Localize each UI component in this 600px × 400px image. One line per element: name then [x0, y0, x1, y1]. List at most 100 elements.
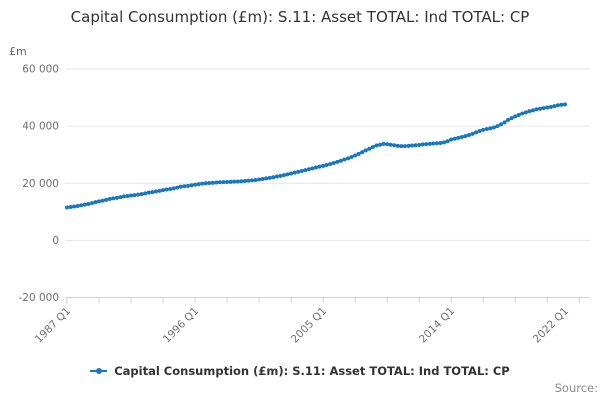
series-point[interactable] — [249, 178, 254, 183]
series-point[interactable] — [203, 181, 208, 186]
legend[interactable]: Capital Consumption (£m): S.11: Asset TO… — [0, 364, 600, 378]
series-point[interactable] — [360, 150, 365, 155]
series-point[interactable] — [253, 177, 258, 182]
series-point[interactable] — [555, 103, 560, 108]
series-point[interactable] — [72, 204, 77, 209]
series-point[interactable] — [413, 143, 418, 148]
series-line[interactable] — [66, 103, 566, 209]
series-point[interactable] — [399, 144, 404, 149]
series-point[interactable] — [445, 139, 450, 144]
series-point[interactable] — [474, 130, 479, 135]
series-point[interactable] — [563, 102, 567, 107]
series-point[interactable] — [93, 200, 98, 205]
series-point[interactable] — [68, 204, 73, 209]
series-point[interactable] — [104, 197, 109, 202]
series-point[interactable] — [225, 179, 230, 184]
series-point[interactable] — [395, 143, 400, 148]
series-point[interactable] — [335, 159, 340, 164]
series-point[interactable] — [513, 114, 518, 119]
series-point[interactable] — [470, 131, 475, 136]
series-point[interactable] — [132, 193, 137, 198]
series-point[interactable] — [267, 175, 272, 180]
series-point[interactable] — [221, 180, 226, 185]
series-point[interactable] — [143, 191, 148, 196]
series-point[interactable] — [491, 125, 496, 130]
series-point[interactable] — [324, 162, 329, 167]
series-point[interactable] — [328, 161, 333, 166]
series-point[interactable] — [520, 111, 525, 116]
series-point[interactable] — [538, 106, 543, 111]
series-point[interactable] — [200, 181, 205, 186]
series-point[interactable] — [257, 177, 262, 182]
series-point[interactable] — [239, 179, 244, 184]
series-point[interactable] — [292, 170, 297, 175]
series-point[interactable] — [559, 102, 564, 107]
series-point[interactable] — [246, 178, 251, 183]
series-point[interactable] — [346, 156, 351, 161]
series-point[interactable] — [449, 137, 454, 142]
series-point[interactable] — [185, 183, 190, 188]
series-point[interactable] — [121, 194, 126, 199]
series-point[interactable] — [466, 132, 471, 137]
series-point[interactable] — [100, 198, 105, 203]
series-point[interactable] — [385, 142, 390, 147]
series-point[interactable] — [146, 190, 151, 195]
series-point[interactable] — [207, 180, 212, 185]
series-point[interactable] — [235, 179, 240, 184]
series-point[interactable] — [388, 142, 393, 147]
series-point[interactable] — [370, 144, 375, 149]
series-point[interactable] — [157, 188, 162, 193]
series-point[interactable] — [523, 110, 528, 115]
series-point[interactable] — [356, 151, 361, 156]
series-point[interactable] — [260, 176, 265, 181]
series-point[interactable] — [402, 144, 407, 149]
series-point[interactable] — [442, 140, 447, 145]
series-point[interactable] — [196, 182, 201, 187]
series-point[interactable] — [527, 109, 532, 114]
series-point[interactable] — [89, 201, 94, 206]
series-point[interactable] — [534, 107, 539, 112]
series-point[interactable] — [228, 179, 233, 184]
series-point[interactable] — [477, 128, 482, 133]
series-point[interactable] — [111, 196, 116, 201]
series-point[interactable] — [303, 168, 308, 173]
series-point[interactable] — [299, 168, 304, 173]
series-point[interactable] — [363, 148, 368, 153]
series-point[interactable] — [378, 142, 383, 147]
series-point[interactable] — [456, 135, 461, 140]
series-point[interactable] — [281, 173, 286, 178]
series-point[interactable] — [431, 141, 436, 146]
series-point[interactable] — [65, 205, 69, 210]
series-point[interactable] — [175, 185, 180, 190]
series-point[interactable] — [210, 180, 215, 185]
series-point[interactable] — [406, 143, 411, 148]
series-point[interactable] — [136, 192, 141, 197]
series-point[interactable] — [178, 184, 183, 189]
series-point[interactable] — [349, 154, 354, 159]
series-point[interactable] — [410, 143, 415, 148]
series-point[interactable] — [438, 140, 443, 145]
series-point[interactable] — [161, 188, 166, 193]
series-point[interactable] — [434, 141, 439, 146]
series-point[interactable] — [314, 165, 318, 170]
series-point[interactable] — [306, 167, 311, 172]
series-point[interactable] — [353, 153, 358, 158]
series-point[interactable] — [125, 193, 130, 198]
series-point[interactable] — [150, 190, 155, 195]
series-point[interactable] — [79, 203, 84, 208]
series-point[interactable] — [75, 203, 80, 208]
series-point[interactable] — [548, 104, 553, 109]
series-point[interactable] — [193, 182, 198, 187]
series-point[interactable] — [278, 173, 283, 178]
series-point[interactable] — [232, 179, 237, 184]
series-point[interactable] — [242, 178, 247, 183]
series-point[interactable] — [114, 195, 119, 200]
series-point[interactable] — [509, 116, 514, 121]
series-point[interactable] — [296, 169, 301, 174]
series-point[interactable] — [153, 189, 158, 194]
series-point[interactable] — [381, 141, 386, 146]
series-point[interactable] — [424, 142, 429, 147]
series-point[interactable] — [107, 196, 112, 201]
series-point[interactable] — [310, 166, 315, 171]
series-point[interactable] — [214, 180, 219, 185]
